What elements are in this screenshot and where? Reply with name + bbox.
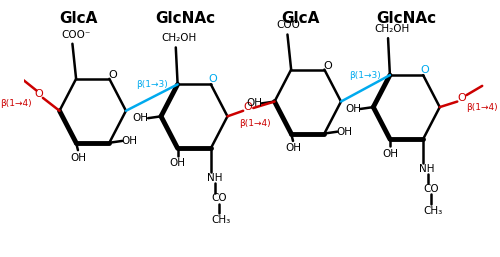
Text: O: O (324, 61, 332, 71)
Text: OH: OH (70, 152, 86, 162)
Text: GlcNAc: GlcNAc (376, 11, 436, 26)
Text: β(1→4): β(1→4) (240, 119, 271, 128)
Text: OH: OH (345, 104, 361, 114)
Text: β(1→4): β(1→4) (466, 103, 498, 112)
Text: CH₃: CH₃ (212, 215, 231, 225)
Text: O: O (108, 70, 118, 80)
Text: CH₂OH: CH₂OH (162, 33, 197, 43)
Text: β(1→3): β(1→3) (136, 80, 168, 89)
Text: CH₃: CH₃ (424, 206, 443, 216)
Text: O: O (244, 102, 252, 112)
Text: COO⁻: COO⁻ (276, 20, 306, 30)
Text: OH: OH (132, 113, 148, 123)
Text: GlcA: GlcA (60, 11, 98, 26)
Text: OH: OH (382, 149, 398, 159)
Text: COO⁻: COO⁻ (62, 30, 91, 40)
Text: OH: OH (246, 98, 262, 108)
Text: O: O (458, 93, 466, 103)
Text: OH: OH (285, 143, 301, 153)
Text: NH: NH (207, 173, 222, 183)
Text: OH: OH (170, 158, 186, 168)
Text: CO: CO (424, 184, 440, 194)
Text: O: O (208, 74, 217, 84)
Text: O: O (35, 89, 43, 99)
Text: CH₂OH: CH₂OH (374, 24, 410, 34)
Text: GlcA: GlcA (281, 11, 320, 26)
Text: OH: OH (336, 127, 352, 137)
Text: NH: NH (419, 164, 434, 173)
Text: OH: OH (122, 136, 138, 146)
Text: GlcNAc: GlcNAc (155, 11, 215, 26)
Text: β(1→4): β(1→4) (0, 99, 32, 108)
Text: β(1→3): β(1→3) (350, 71, 382, 80)
Text: CO: CO (212, 193, 227, 203)
Text: O: O (420, 65, 430, 75)
